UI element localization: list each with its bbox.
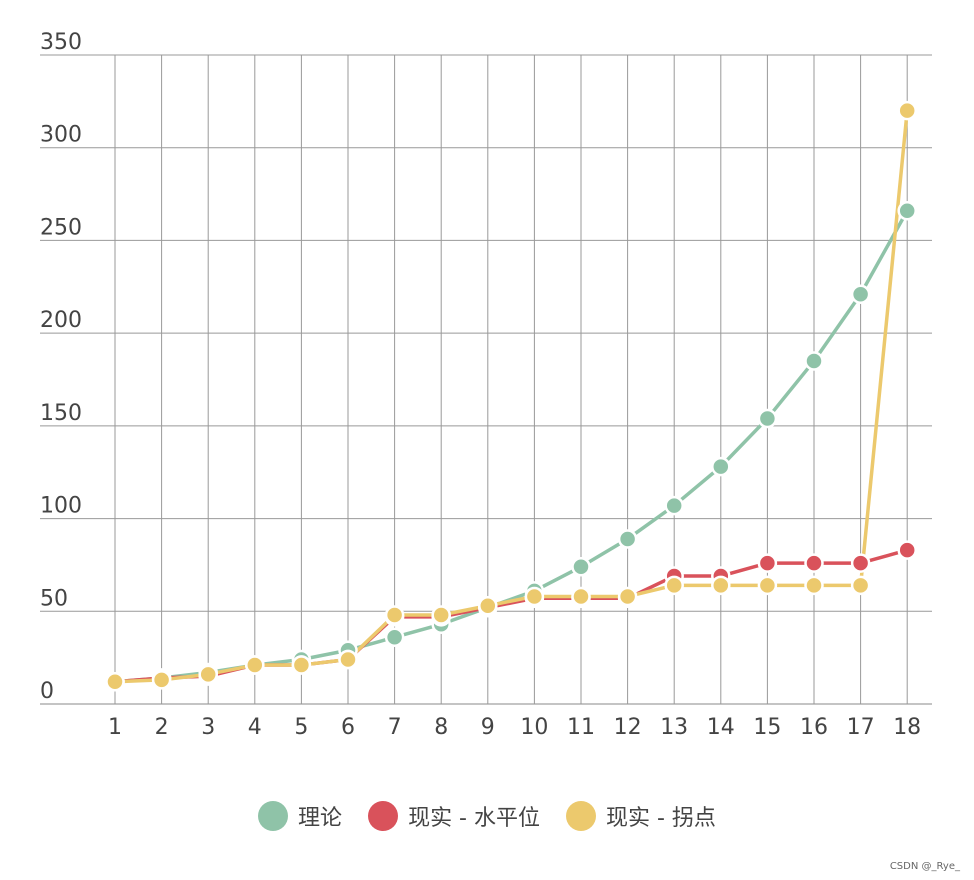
data-point-series-2[interactable]: [757, 575, 778, 596]
data-point-series-2[interactable]: [291, 655, 312, 675]
grid-lines: [40, 54, 932, 705]
y-tick-label: 50: [40, 586, 68, 611]
data-point-series-2[interactable]: [245, 655, 265, 675]
data-point-series-2[interactable]: [664, 575, 684, 596]
data-point-series-2[interactable]: [571, 586, 591, 607]
x-tick-label: 10: [520, 715, 548, 740]
data-point-series-2[interactable]: [431, 605, 451, 625]
data-point-series-0[interactable]: [804, 351, 824, 371]
x-tick-label: 16: [800, 715, 828, 740]
x-tick-label: 4: [248, 715, 262, 740]
series-line-2: [113, 108, 909, 684]
x-tick-label: 11: [567, 715, 595, 740]
data-point-series-0[interactable]: [571, 557, 591, 577]
y-tick-label: 300: [40, 123, 82, 148]
data-point-series-2[interactable]: [198, 664, 218, 685]
data-point-series-0[interactable]: [664, 495, 684, 516]
x-tick-label: 18: [893, 715, 921, 740]
data-point-series-2[interactable]: [478, 595, 498, 616]
data-point-series-0[interactable]: [850, 284, 871, 304]
data-point-series-2[interactable]: [151, 670, 172, 690]
legend: 理论 现实 - 水平位 现实 - 拐点: [0, 800, 974, 832]
data-point-series-0[interactable]: [757, 408, 778, 429]
y-tick-label: 0: [40, 679, 54, 704]
x-axis-tick-labels: 1 2 3 4 5 6 7 8 9 10 11 12 13 14 15 16 17 18: [108, 715, 921, 740]
data-point-series-0[interactable]: [711, 456, 731, 477]
y-axis-tick-labels: 0 50 100 150 200 250 300 350: [40, 30, 82, 704]
data-point-series-2[interactable]: [804, 575, 824, 596]
data-point-series-2[interactable]: [617, 586, 638, 607]
data-point-series-0[interactable]: [384, 627, 405, 647]
series-points: [105, 100, 917, 692]
legend-swatch: [566, 801, 596, 831]
series-line-1: [113, 548, 909, 684]
data-point-series-2[interactable]: [850, 575, 871, 596]
x-tick-label: 14: [707, 715, 735, 740]
legend-label: 理论: [298, 806, 343, 831]
y-tick-label: 350: [40, 30, 82, 55]
watermark: CSDN @_Rye_: [889, 861, 960, 872]
legend-label: 现实 - 水平位: [408, 806, 540, 831]
x-tick-label: 3: [201, 715, 215, 740]
x-tick-label: 1: [108, 715, 122, 740]
legend-item-1[interactable]: 现实 - 水平位: [368, 800, 540, 832]
data-point-series-0[interactable]: [897, 201, 917, 221]
legend-swatch: [368, 801, 399, 831]
y-tick-label: 150: [40, 401, 82, 426]
y-tick-label: 250: [40, 215, 82, 240]
x-tick-label: 7: [388, 715, 402, 740]
y-tick-label: 100: [40, 494, 82, 519]
data-point-series-2[interactable]: [524, 586, 545, 607]
legend-item-0[interactable]: 理论: [258, 800, 342, 832]
data-point-series-0[interactable]: [617, 529, 638, 549]
y-tick-label: 200: [40, 308, 82, 333]
series-lines: [113, 108, 909, 684]
legend-swatch: [258, 801, 289, 831]
legend-item-2[interactable]: 现实 - 拐点: [566, 800, 716, 832]
x-tick-label: 13: [660, 715, 688, 740]
data-point-series-1[interactable]: [897, 540, 917, 560]
x-tick-label: 9: [481, 715, 495, 740]
x-tick-label: 12: [614, 715, 642, 740]
data-point-series-2[interactable]: [711, 575, 731, 596]
data-point-series-2[interactable]: [338, 649, 358, 670]
x-tick-label: 6: [341, 715, 355, 740]
data-point-series-2[interactable]: [105, 671, 125, 692]
data-point-series-1[interactable]: [804, 553, 824, 573]
data-point-series-2[interactable]: [384, 605, 405, 625]
data-point-series-1[interactable]: [850, 553, 871, 573]
x-tick-label: 5: [294, 715, 308, 740]
x-tick-label: 2: [155, 715, 169, 740]
x-tick-label: 8: [434, 715, 448, 740]
data-point-series-2[interactable]: [897, 100, 917, 121]
x-tick-label: 15: [753, 715, 781, 740]
x-tick-label: 17: [847, 715, 875, 740]
data-point-series-1[interactable]: [757, 553, 778, 573]
legend-label: 现实 - 拐点: [606, 806, 716, 831]
